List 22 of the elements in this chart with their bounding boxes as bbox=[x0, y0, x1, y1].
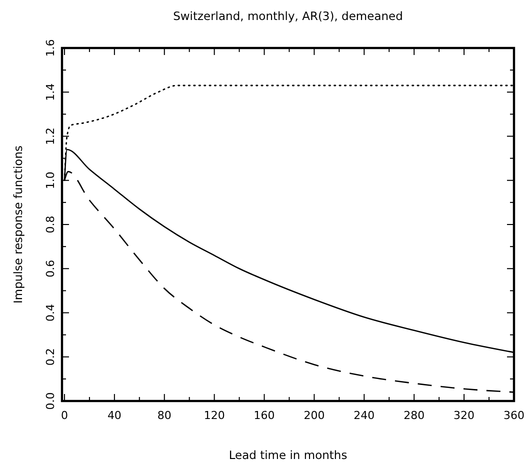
y-tick-label: 1.4 bbox=[44, 83, 57, 101]
x-tick-label: 200 bbox=[304, 409, 325, 422]
x-tick-label: 80 bbox=[157, 409, 172, 422]
x-tick-label: 0 bbox=[60, 409, 68, 422]
x-tick-label: 360 bbox=[504, 409, 524, 422]
y-tick-label: 0.2 bbox=[44, 348, 57, 366]
y-tick-label: 0.8 bbox=[44, 216, 57, 234]
x-tick-label: 280 bbox=[404, 409, 425, 422]
y-tick-label: 1.0 bbox=[44, 172, 57, 190]
y-axis-title: Impulse response functions bbox=[11, 146, 25, 304]
y-tick-label: 0.4 bbox=[44, 304, 57, 322]
y-tick-label: 1.2 bbox=[44, 128, 57, 145]
y-tick-label: 0.0 bbox=[44, 392, 57, 410]
y-tick-label: 0.6 bbox=[44, 260, 57, 278]
x-tick-label: 160 bbox=[254, 409, 275, 422]
chart-title: Switzerland, monthly, AR(3), demeaned bbox=[173, 9, 403, 23]
x-tick-label: 320 bbox=[454, 409, 475, 422]
x-tick-label: 240 bbox=[354, 409, 375, 422]
x-tick-label: 40 bbox=[107, 409, 122, 422]
y-tick-label: 1.6 bbox=[44, 39, 57, 57]
x-axis-title: Lead time in months bbox=[228, 448, 348, 462]
x-tick-label: 120 bbox=[204, 409, 225, 422]
